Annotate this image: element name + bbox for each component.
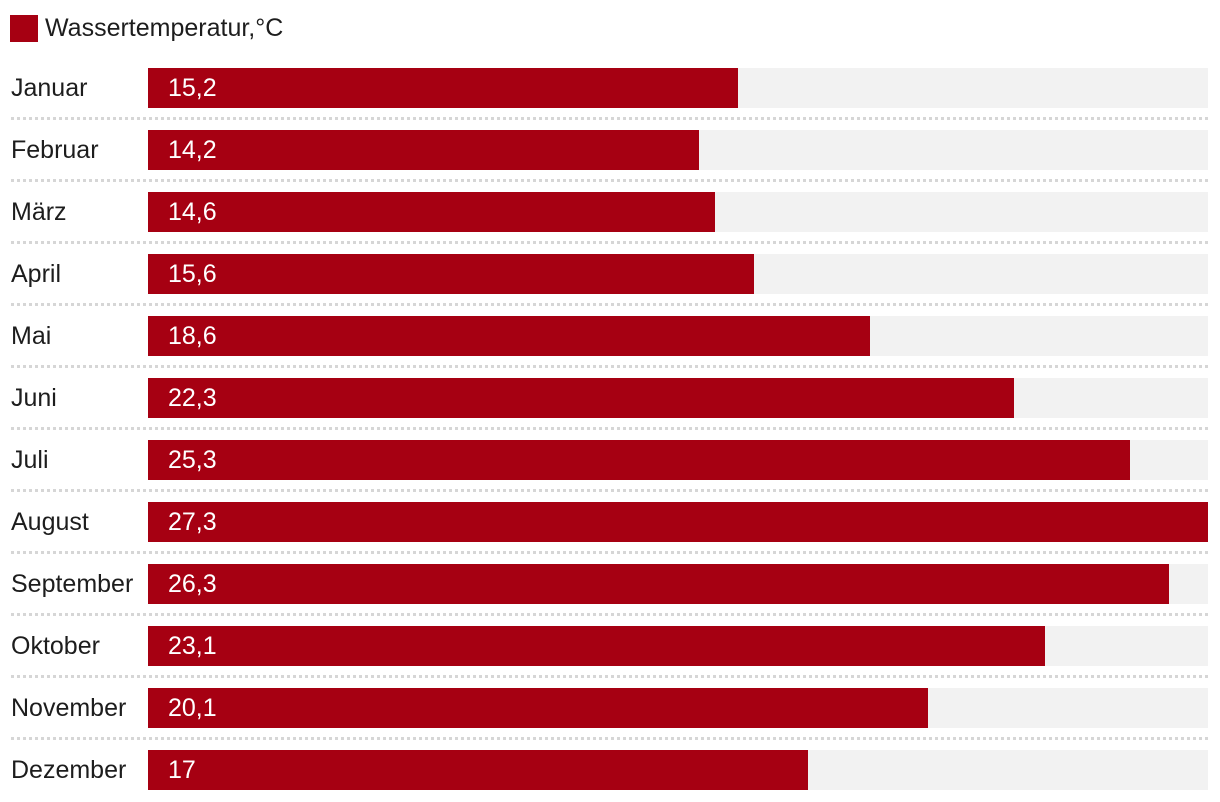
- row-separator: [11, 737, 1208, 740]
- bar-track: 14,6: [148, 192, 1208, 232]
- month-label: Januar: [11, 74, 88, 102]
- month-label: Dezember: [11, 756, 127, 784]
- temperature-bar: 17: [148, 750, 809, 790]
- bar-track: 27,3: [148, 502, 1208, 542]
- month-label: Mai: [11, 322, 52, 350]
- bar-track: 26,3: [148, 564, 1208, 604]
- row-separator: [11, 675, 1208, 678]
- bar-value-label: 22,3: [168, 384, 217, 412]
- legend-swatch: [10, 15, 38, 42]
- row-separator: [11, 303, 1208, 306]
- chart-row: März 14,6: [0, 192, 1220, 232]
- row-separator: [11, 489, 1208, 492]
- bar-track: 15,2: [148, 68, 1208, 108]
- bar-track: 18,6: [148, 316, 1208, 356]
- bar-value-label: 23,1: [168, 632, 217, 660]
- temperature-bar: 15,6: [148, 254, 754, 294]
- row-separator: [11, 179, 1208, 182]
- month-label: Februar: [11, 136, 99, 164]
- month-label: Juni: [11, 384, 57, 412]
- temperature-bar: 14,2: [148, 130, 700, 170]
- bar-track: 22,3: [148, 378, 1208, 418]
- month-label: April: [11, 260, 62, 288]
- month-label: August: [11, 508, 89, 536]
- chart-row: Februar 14,2: [0, 130, 1220, 170]
- row-separator: [11, 117, 1208, 120]
- bar-value-label: 14,6: [168, 198, 217, 226]
- chart-row: April 15,6: [0, 254, 1220, 294]
- legend-label: Wassertemperatur,°C: [45, 14, 284, 42]
- chart-row: November 20,1: [0, 688, 1220, 728]
- temperature-bar: 14,6: [148, 192, 715, 232]
- chart-row: Januar 15,2: [0, 68, 1220, 108]
- chart-row: August 27,3: [0, 502, 1220, 542]
- chart-row: Oktober 23,1: [0, 626, 1220, 666]
- bar-value-label: 15,6: [168, 260, 217, 288]
- temperature-bar: 18,6: [148, 316, 871, 356]
- bar-value-label: 15,2: [168, 74, 217, 102]
- chart-row: Juli 25,3: [0, 440, 1220, 480]
- chart-row: Mai 18,6: [0, 316, 1220, 356]
- bar-value-label: 18,6: [168, 322, 217, 350]
- temperature-bar: 26,3: [148, 564, 1170, 604]
- bar-track: 15,6: [148, 254, 1208, 294]
- chart-row: Juni 22,3: [0, 378, 1220, 418]
- month-label: September: [11, 570, 134, 598]
- month-label: November: [11, 694, 127, 722]
- bar-value-label: 26,3: [168, 570, 217, 598]
- month-label: Oktober: [11, 632, 100, 660]
- temperature-bar: 15,2: [148, 68, 739, 108]
- bar-value-label: 20,1: [168, 694, 217, 722]
- row-separator: [11, 427, 1208, 430]
- bar-track: 20,1: [148, 688, 1208, 728]
- bar-track: 17: [148, 750, 1208, 790]
- temperature-bar: 22,3: [148, 378, 1014, 418]
- temperature-bar: 25,3: [148, 440, 1131, 480]
- bar-value-label: 27,3: [168, 508, 217, 536]
- chart-row: September 26,3: [0, 564, 1220, 604]
- temperature-bar: 27,3: [148, 502, 1208, 542]
- chart-row: Dezember 17: [0, 750, 1220, 790]
- bar-value-label: 17: [168, 756, 196, 784]
- bar-track: 25,3: [148, 440, 1208, 480]
- temperature-bar: 20,1: [148, 688, 929, 728]
- row-separator: [11, 551, 1208, 554]
- bar-value-label: 25,3: [168, 446, 217, 474]
- bar-value-label: 14,2: [168, 136, 217, 164]
- bar-track: 23,1: [148, 626, 1208, 666]
- row-separator: [11, 241, 1208, 244]
- month-label: März: [11, 198, 67, 226]
- bar-track: 14,2: [148, 130, 1208, 170]
- temperature-bar: 23,1: [148, 626, 1045, 666]
- month-label: Juli: [11, 446, 49, 474]
- row-separator: [11, 365, 1208, 368]
- legend: Wassertemperatur,°C: [10, 14, 283, 43]
- row-separator: [11, 613, 1208, 616]
